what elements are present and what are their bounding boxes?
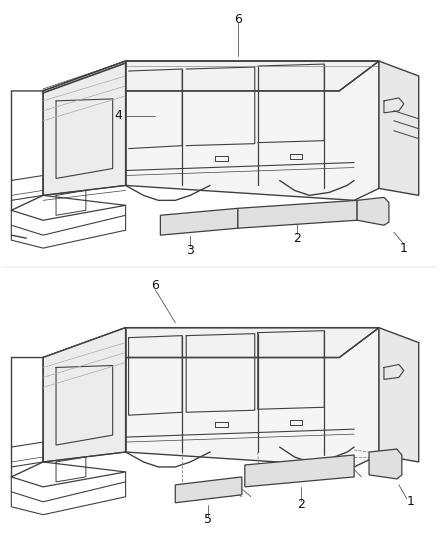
- Polygon shape: [160, 208, 238, 235]
- Text: 2: 2: [293, 232, 301, 245]
- Text: 3: 3: [186, 244, 194, 256]
- Text: 6: 6: [234, 13, 242, 26]
- Polygon shape: [43, 328, 126, 462]
- Polygon shape: [379, 328, 419, 462]
- Polygon shape: [379, 61, 419, 196]
- Polygon shape: [43, 61, 379, 91]
- Polygon shape: [238, 200, 357, 228]
- Text: 6: 6: [152, 279, 159, 293]
- Polygon shape: [369, 449, 402, 479]
- Polygon shape: [245, 455, 354, 487]
- Polygon shape: [43, 328, 379, 358]
- Polygon shape: [126, 328, 379, 467]
- Text: 5: 5: [204, 513, 212, 526]
- Polygon shape: [126, 61, 379, 200]
- Text: 1: 1: [407, 495, 415, 508]
- Text: 4: 4: [115, 109, 123, 122]
- Text: 1: 1: [400, 241, 408, 255]
- Polygon shape: [357, 197, 389, 225]
- Polygon shape: [43, 61, 126, 196]
- Text: 2: 2: [297, 498, 305, 511]
- Polygon shape: [175, 477, 242, 503]
